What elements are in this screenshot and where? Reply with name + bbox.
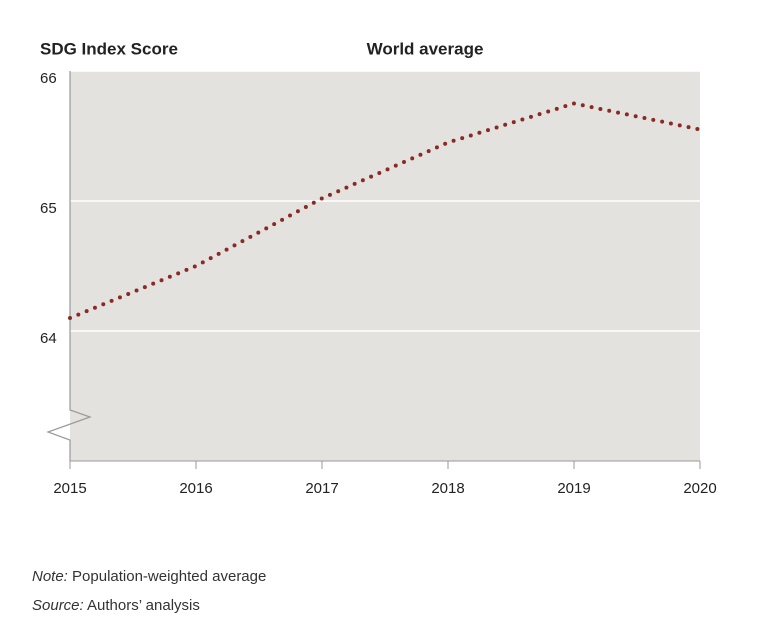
source-text: Authors’ analysis — [87, 597, 200, 614]
source: Source: Authors’ analysis — [32, 597, 200, 614]
x-tick-label: 2015 — [53, 480, 86, 497]
x-tick-label: 2019 — [557, 480, 590, 497]
plot-background — [70, 71, 700, 461]
x-tick-label: 2016 — [179, 480, 212, 497]
y-axis-title: SDG Index Score — [40, 39, 178, 58]
x-tick-label: 2020 — [683, 480, 716, 497]
y-tick-label: 65 — [40, 200, 57, 217]
note: Note: Population-weighted average — [32, 568, 266, 585]
note-label: Note: — [32, 568, 68, 585]
y-tick-label: 66 — [40, 70, 57, 87]
x-tick-label: 2017 — [305, 480, 338, 497]
x-tick-label: 2018 — [431, 480, 464, 497]
chart-title: World average — [367, 39, 484, 58]
y-axis-break — [46, 71, 92, 461]
note-text: Population-weighted average — [72, 568, 266, 585]
source-label: Source: — [32, 597, 84, 614]
y-tick-label: 64 — [40, 330, 57, 347]
